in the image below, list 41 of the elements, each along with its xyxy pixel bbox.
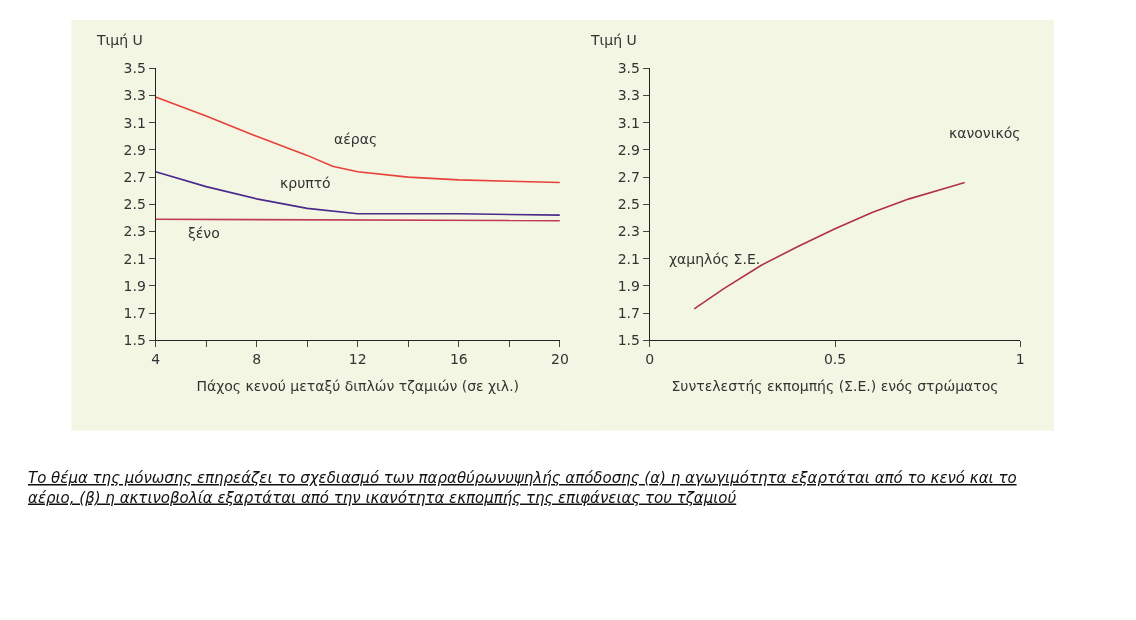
y-axis-title: Τιμή U	[96, 32, 143, 48]
y-tick-label: 2.3	[123, 223, 146, 240]
y-tick-label: 1.9	[123, 277, 146, 294]
y-tick-label: 2.9	[617, 141, 640, 158]
y-tick-label: 3.1	[123, 114, 146, 131]
y-tick-label: 3.1	[617, 114, 640, 131]
y-tick-label: 1.5	[617, 332, 640, 349]
y-tick-label: 2.3	[617, 223, 640, 240]
x-tick-label: 1	[1015, 351, 1025, 367]
line-series	[155, 170, 560, 216]
y-axis-title: Τιμή U	[590, 32, 637, 48]
y-tick-label: 3.5	[123, 60, 146, 77]
y-tick-label: 1.7	[123, 304, 146, 321]
x-tick-label: 4	[151, 351, 161, 367]
y-tick-label: 2.1	[617, 250, 640, 267]
annotation: χαμηλός Σ.Ε.	[669, 251, 761, 267]
series-label: αέρας	[334, 131, 378, 147]
text: Το θέμα της μόνωσης επηρεάζει το σχεδιασμό των παραθύρωνυψηλής απόδοσης (α) η αγωγιμότητα εξαρτάται από το κενό και το αέριο, (β) η ακτινοβολία εξαρτάται από την ικανότητα εκπομπής της επιφάνειας του τζαμιού	[28, 469, 1017, 507]
y-tick-label: 1.7	[617, 304, 640, 321]
y-tick-label: 1.5	[123, 332, 146, 349]
y-tick-label: 2.1	[123, 250, 146, 267]
y-tick-label: 2.5	[617, 196, 640, 213]
x-tick-label: 0	[645, 351, 655, 367]
y-tick-label: 1.9	[617, 277, 640, 294]
y-tick-label: 2.7	[617, 169, 640, 186]
y-tick-label: 2.7	[123, 169, 146, 186]
y-tick-label: 2.5	[123, 196, 146, 213]
x-tick-label: 12	[348, 351, 367, 367]
series-label: κρυπτό	[280, 175, 331, 191]
x-tick-label: 16	[449, 351, 468, 367]
x-axis-title: Πάχος κενού μεταξύ διπλών τζαμιών (σε χιλ.)	[196, 378, 520, 395]
y-tick-label: 3.3	[123, 87, 146, 104]
x-tick-label: 0.5	[823, 351, 847, 367]
x-tick-label: 20	[550, 351, 569, 367]
y-tick-label: 3.5	[617, 60, 640, 77]
annotation: κανονικός	[949, 125, 1021, 141]
y-tick-label: 2.9	[123, 141, 146, 158]
x-tick-label: 8	[252, 351, 262, 367]
series-label: ξένο	[188, 225, 220, 241]
y-tick-label: 3.3	[617, 87, 640, 104]
x-axis-title: Συντελεστής εκπομπής (Σ.Ε.) ενός στρώματος	[671, 378, 999, 395]
